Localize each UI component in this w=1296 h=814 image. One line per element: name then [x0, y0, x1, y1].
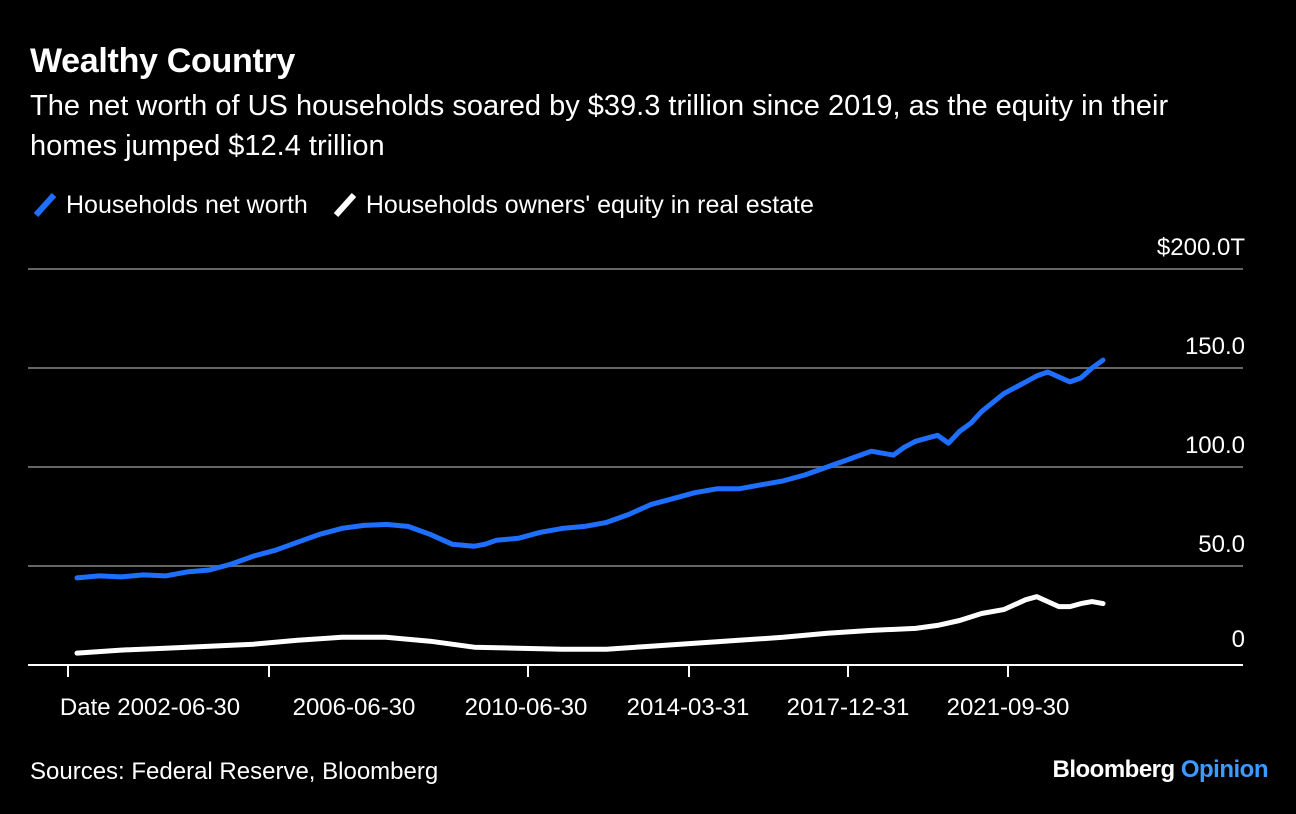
y-tick-label: 150.0 — [1185, 333, 1245, 360]
chart-title: Wealthy Country — [30, 42, 296, 80]
x-tick-label: 2014-03-31 — [627, 694, 750, 721]
legend-swatch-net-worth — [33, 192, 57, 218]
x-tick-label: 2006-06-30 — [293, 694, 416, 721]
x-tick-label: Date 2002-06-30 — [60, 694, 240, 721]
legend-label-net-worth: Households net worth — [66, 190, 308, 219]
y-tick-label: 50.0 — [1198, 531, 1245, 558]
series-line-net-worth — [74, 357, 1106, 581]
series-line-real-estate — [74, 594, 1106, 656]
legend-label-real-estate: Households owners' equity in real estate — [365, 190, 814, 219]
source-note: Sources: Federal Reserve, Bloomberg — [30, 758, 439, 785]
x-tick-label: 2021-09-30 — [947, 694, 1070, 721]
brand-name: Bloomberg — [1052, 756, 1176, 783]
brand-logo: Bloomberg Opinion — [1053, 756, 1269, 784]
legend-item-real-estate: Households owners' equity in real estate — [330, 190, 814, 220]
y-tick-label: 0 — [1232, 626, 1245, 653]
y-tick-label: $200.0T — [1157, 234, 1245, 261]
chart-subtitle: The net worth of US households soared by… — [30, 90, 1169, 162]
x-tick-label: 2017-12-31 — [787, 694, 910, 721]
legend-item-net-worth: Households net worth — [30, 190, 308, 220]
x-tick-label: 2010-06-30 — [465, 694, 588, 721]
brand-accent: Opinion — [1180, 756, 1269, 783]
y-tick-label: 100.0 — [1185, 432, 1245, 459]
chart-legend: Households net worth Households owners' … — [30, 190, 836, 220]
legend-swatch-real-estate — [333, 192, 357, 218]
